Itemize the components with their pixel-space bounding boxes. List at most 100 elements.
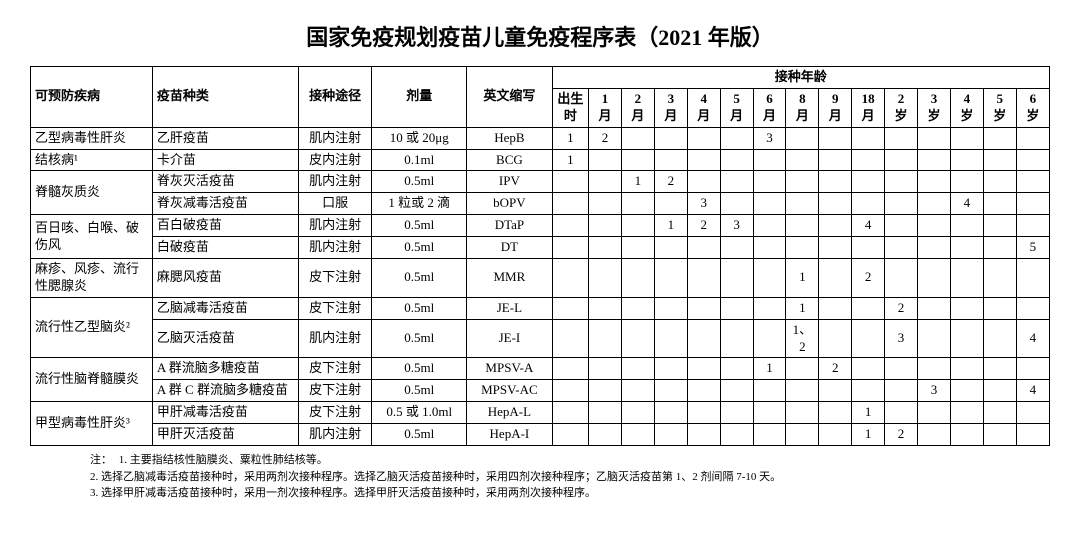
cell-age-8 <box>819 237 852 259</box>
cell-age-1 <box>589 402 622 424</box>
cell-age-9 <box>852 297 885 319</box>
cell-age-5 <box>720 297 753 319</box>
cell-age-14 <box>1016 215 1049 237</box>
cell-vaccine: 乙脑灭活疫苗 <box>152 319 298 358</box>
cell-age-14: 4 <box>1016 380 1049 402</box>
cell-age-8 <box>819 193 852 215</box>
cell-age-6 <box>753 424 786 446</box>
cell-age-2 <box>621 127 654 149</box>
cell-age-7 <box>786 171 819 193</box>
cell-age-4: 2 <box>687 215 720 237</box>
cell-dose: 0.5ml <box>372 319 467 358</box>
cell-age-2 <box>621 215 654 237</box>
cell-vaccine: 脊灰灭活疫苗 <box>152 171 298 193</box>
cell-age-0 <box>552 237 589 259</box>
cell-age-5 <box>720 171 753 193</box>
cell-age-4 <box>687 149 720 171</box>
cell-vaccine: 卡介苗 <box>152 149 298 171</box>
cell-age-3 <box>654 424 687 446</box>
cell-age-1 <box>589 319 622 358</box>
table-row: 脊灰减毒活疫苗口服1 粒或 2 滴bOPV34 <box>31 193 1050 215</box>
cell-age-11 <box>918 237 951 259</box>
cell-age-8 <box>819 149 852 171</box>
schedule-table: 可预防疾病 疫苗种类 接种途径 剂量 英文缩写 接种年龄 出生时1月2月3月4月… <box>30 66 1050 446</box>
cell-age-11 <box>918 127 951 149</box>
cell-disease: 甲型病毒性肝炎³ <box>31 402 153 446</box>
cell-age-0 <box>552 424 589 446</box>
header-age-8: 9月 <box>819 88 852 127</box>
cell-dose: 0.5ml <box>372 424 467 446</box>
cell-age-0 <box>552 259 589 298</box>
header-age-2: 2月 <box>621 88 654 127</box>
cell-disease: 结核病¹ <box>31 149 153 171</box>
cell-age-13 <box>983 127 1016 149</box>
cell-age-4 <box>687 358 720 380</box>
cell-disease: 流行性乙型脑炎² <box>31 297 153 358</box>
cell-vaccine: 乙肝疫苗 <box>152 127 298 149</box>
note-2: 2. 选择乙脑减毒活疫苗接种时，采用两剂次接种程序。选择乙脑灭活疫苗接种时，采用… <box>90 471 781 483</box>
cell-age-0: 1 <box>552 127 589 149</box>
cell-age-11 <box>918 149 951 171</box>
table-row: 麻疹、风疹、流行性腮腺炎麻腮风疫苗皮下注射0.5mlMMR12 <box>31 259 1050 298</box>
cell-age-1 <box>589 193 622 215</box>
cell-age-10 <box>885 171 918 193</box>
header-abbr: 英文缩写 <box>467 67 552 128</box>
cell-route: 皮下注射 <box>299 259 372 298</box>
cell-age-6 <box>753 402 786 424</box>
cell-abbr: bOPV <box>467 193 552 215</box>
cell-dose: 0.1ml <box>372 149 467 171</box>
cell-route: 肌内注射 <box>299 215 372 237</box>
cell-age-1 <box>589 171 622 193</box>
table-header: 可预防疾病 疫苗种类 接种途径 剂量 英文缩写 接种年龄 出生时1月2月3月4月… <box>31 67 1050 128</box>
cell-age-11 <box>918 171 951 193</box>
cell-age-1 <box>589 297 622 319</box>
cell-age-13 <box>983 358 1016 380</box>
cell-age-14 <box>1016 171 1049 193</box>
cell-age-13 <box>983 215 1016 237</box>
cell-age-2 <box>621 237 654 259</box>
cell-age-12 <box>950 171 983 193</box>
cell-age-8: 2 <box>819 358 852 380</box>
cell-age-4 <box>687 171 720 193</box>
page-title: 国家免疫规划疫苗儿童免疫程序表（2021 年版） <box>30 20 1050 52</box>
cell-age-8 <box>819 259 852 298</box>
cell-age-9 <box>852 193 885 215</box>
cell-abbr: MPSV-A <box>467 358 552 380</box>
header-age-4: 4月 <box>687 88 720 127</box>
cell-age-10 <box>885 237 918 259</box>
cell-age-13 <box>983 424 1016 446</box>
header-age-1: 1月 <box>589 88 622 127</box>
cell-dose: 0.5ml <box>372 215 467 237</box>
cell-age-2 <box>621 380 654 402</box>
cell-age-4 <box>687 424 720 446</box>
cell-age-14: 5 <box>1016 237 1049 259</box>
cell-dose: 0.5 或 1.0ml <box>372 402 467 424</box>
cell-age-3 <box>654 127 687 149</box>
header-disease: 可预防疾病 <box>31 67 153 128</box>
cell-age-12 <box>950 319 983 358</box>
table-row: 白破疫苗肌内注射0.5mlDT5 <box>31 237 1050 259</box>
cell-age-10 <box>885 380 918 402</box>
cell-age-3 <box>654 358 687 380</box>
cell-age-3 <box>654 402 687 424</box>
header-age-12: 4岁 <box>950 88 983 127</box>
cell-age-7 <box>786 193 819 215</box>
cell-age-12 <box>950 215 983 237</box>
table-body: 乙型病毒性肝炎乙肝疫苗肌内注射10 或 20μgHepB123结核病¹卡介苗皮内… <box>31 127 1050 445</box>
header-age-0: 出生时 <box>552 88 589 127</box>
cell-age-5 <box>720 424 753 446</box>
cell-age-4: 3 <box>687 193 720 215</box>
cell-age-5 <box>720 402 753 424</box>
table-row: 结核病¹卡介苗皮内注射0.1mlBCG1 <box>31 149 1050 171</box>
cell-age-9 <box>852 380 885 402</box>
cell-age-14 <box>1016 424 1049 446</box>
cell-age-7 <box>786 149 819 171</box>
cell-age-14 <box>1016 297 1049 319</box>
header-age-9: 18月 <box>852 88 885 127</box>
cell-age-9 <box>852 127 885 149</box>
cell-age-1 <box>589 259 622 298</box>
header-age-5: 5月 <box>720 88 753 127</box>
header-age-3: 3月 <box>654 88 687 127</box>
cell-age-6: 1 <box>753 358 786 380</box>
cell-route: 肌内注射 <box>299 424 372 446</box>
